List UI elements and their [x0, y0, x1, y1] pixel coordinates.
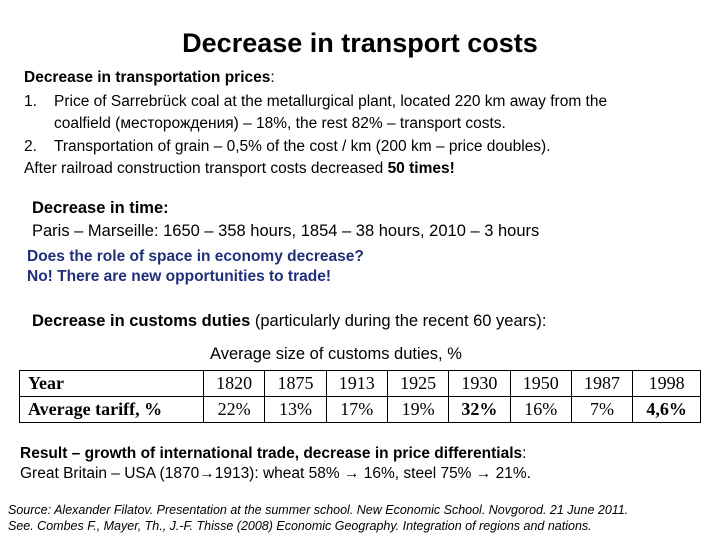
prices-item-1-number: 1.	[24, 93, 37, 110]
prices-item-1-line-2: coalfield (месторождения) – 18%, the res…	[54, 115, 506, 132]
year-cell: 1998	[632, 370, 701, 397]
tariff-cell: 22%	[202, 396, 266, 423]
result-heading: Result – growth of international trade, …	[20, 445, 523, 462]
table-caption: Average size of customs duties, %	[210, 345, 462, 363]
time-line: Paris – Marseille: 1650 – 358 hours, 185…	[32, 222, 540, 240]
customs-duties-table: Year 1820 1875 1913 1925 1930 1950 1987 …	[19, 370, 701, 423]
prices-heading-colon: :	[270, 69, 275, 86]
result-line-2: Great Britain – USA (1870→1913): wheat 5…	[20, 465, 531, 482]
railroad-line: After railroad construction transport co…	[24, 159, 455, 178]
tariff-cell: 4,6%	[632, 396, 701, 423]
year-cell: 1875	[264, 370, 327, 397]
tariff-cell: 7%	[570, 396, 634, 423]
result-colon: :	[522, 445, 527, 462]
year-cell: 1930	[448, 370, 511, 397]
tariff-row-label: Average tariff, %	[19, 396, 204, 423]
year-cell: 1925	[386, 370, 450, 397]
year-row-label: Year	[19, 370, 204, 397]
tariff-cell: 13%	[264, 396, 327, 423]
space-question: Does the role of space in economy decrea…	[27, 248, 364, 265]
tariff-cell: 19%	[386, 396, 450, 423]
prices-heading: Decrease in transportation prices	[24, 69, 271, 86]
customs-heading-rest: (particularly during the recent 60 years…	[250, 312, 547, 330]
space-answer: No! There are new opportunities to trade…	[27, 268, 331, 285]
tariff-cell: 32%	[448, 396, 511, 423]
prices-item-2-text: Transportation of grain – 0,5% of the co…	[54, 138, 551, 155]
customs-heading-bold: Decrease in customs duties	[32, 312, 251, 330]
year-cell: 1987	[570, 370, 634, 397]
prices-heading-line: Decrease in transportation prices:	[24, 68, 275, 87]
year-cell: 1950	[509, 370, 572, 397]
result-line-1: Result – growth of international trade, …	[20, 444, 526, 463]
customs-heading-line: Decrease in customs duties (particularly…	[32, 312, 546, 331]
source-line-1: Source: Alexander Filatov. Presentation …	[8, 503, 629, 517]
prices-item-2-number: 2.	[24, 138, 37, 155]
time-heading: Decrease in time:	[32, 199, 169, 217]
tariff-cell: 16%	[509, 396, 572, 423]
prices-item-1-line-1: Price of Sarrebrück coal at the metallur…	[54, 93, 608, 110]
railroad-text: After railroad construction transport co…	[24, 160, 388, 177]
source-line-2: See. Combes F., Mayer, Th., J.-F. Thisse…	[8, 519, 592, 533]
year-cell: 1913	[325, 370, 388, 397]
tariff-cell: 17%	[325, 396, 388, 423]
year-cell: 1820	[202, 370, 266, 397]
page-title: Decrease in transport costs	[182, 28, 538, 58]
railroad-emphasis: 50 times!	[387, 160, 455, 177]
year-row: Year 1820 1875 1913 1925 1930 1950 1987 …	[19, 370, 701, 397]
tariff-row: Average tariff, % 22% 13% 17% 19% 32% 16…	[19, 396, 701, 423]
